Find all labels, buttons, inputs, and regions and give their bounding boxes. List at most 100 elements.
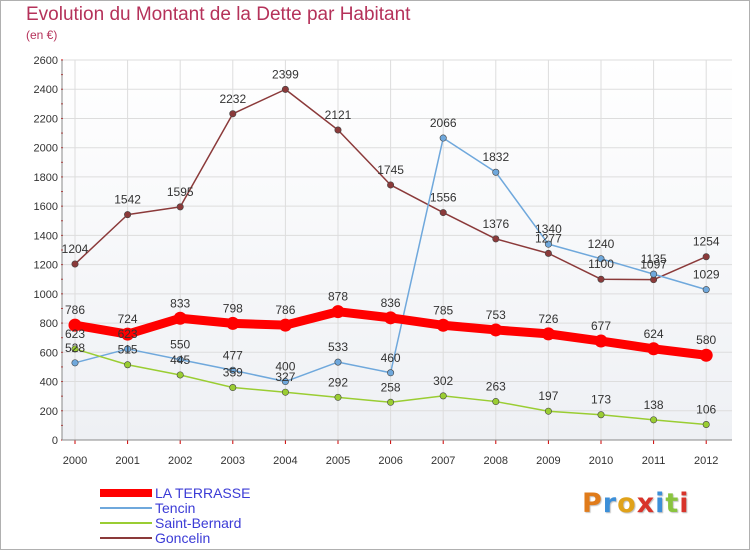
point-goncelin-2005 — [334, 126, 342, 134]
point-goncelin-2008 — [492, 235, 500, 243]
y-tick-label-2400: 2400 — [34, 84, 58, 96]
legend-label-goncelin: Goncelin — [155, 530, 211, 546]
data-label-goncelin-2005: 2121 — [325, 108, 352, 122]
data-label-saint-bernard-2003: 359 — [223, 366, 243, 380]
point-saint-bernard-2003 — [229, 384, 237, 392]
plot-area — [62, 60, 732, 440]
point-goncelin-2002 — [176, 203, 184, 211]
data-label-tencin-2008: 1832 — [482, 150, 509, 164]
data-label-saint-bernard-2004: 327 — [275, 370, 295, 384]
data-label-la-terrasse-2006: 836 — [381, 296, 401, 310]
data-label-saint-bernard-2005: 292 — [328, 375, 348, 389]
data-label-tencin-2010: 1240 — [588, 237, 615, 251]
x-tick-label-2011: 2011 — [642, 455, 666, 467]
x-tick-label-2005: 2005 — [326, 455, 350, 467]
data-label-la-terrasse-2011: 624 — [644, 327, 664, 341]
point-saint-bernard-2011 — [650, 416, 658, 424]
point-saint-bernard-2006 — [387, 398, 395, 406]
point-tencin-2010 — [597, 255, 605, 263]
point-goncelin-2010 — [597, 275, 605, 283]
legend-swatch-tencin — [100, 507, 152, 509]
point-saint-bernard-2009 — [544, 407, 552, 415]
point-saint-bernard-2004 — [281, 388, 289, 396]
point-tencin-2008 — [492, 168, 500, 176]
x-tick-label-2009: 2009 — [536, 455, 560, 467]
point-saint-bernard-2008 — [492, 398, 500, 406]
data-label-la-terrasse-2004: 786 — [275, 303, 295, 317]
y-tick-label-600: 600 — [40, 347, 58, 359]
point-goncelin-2003 — [229, 110, 237, 118]
data-label-saint-bernard-2011: 138 — [644, 398, 664, 412]
legend-label-tencin: Tencin — [155, 500, 196, 516]
series-layer — [68, 85, 713, 429]
logo-letter: o — [617, 488, 637, 519]
point-la-terrasse-2010 — [594, 334, 608, 348]
data-label-la-terrasse-2009: 726 — [538, 312, 558, 326]
y-tick-label-1200: 1200 — [34, 260, 58, 272]
y-tick-label-1000: 1000 — [34, 289, 58, 301]
y-tick-label-0: 0 — [52, 435, 58, 447]
x-tick-label-2003: 2003 — [221, 455, 245, 467]
point-la-terrasse-2001 — [121, 327, 135, 341]
y-tick-label-1400: 1400 — [34, 230, 58, 242]
data-label-tencin-2005: 533 — [328, 340, 348, 354]
proxiti-logo: Proxiti — [582, 488, 690, 519]
data-label-goncelin-2010: 1100 — [588, 257, 614, 271]
data-label-tencin-2003: 477 — [223, 348, 243, 362]
data-label-saint-bernard-2000: 623 — [65, 327, 85, 341]
data-label-saint-bernard-2006: 258 — [381, 380, 401, 394]
y-tick-label-2200: 2200 — [34, 113, 58, 125]
chart-title: Evolution du Montant de la Dette par Hab… — [26, 4, 411, 25]
point-tencin-2006 — [387, 369, 395, 377]
legend-swatch-goncelin — [100, 537, 152, 539]
data-label-goncelin-2011: 1097 — [640, 258, 667, 272]
x-tick-label-2012: 2012 — [694, 455, 718, 467]
point-la-terrasse-2005 — [331, 305, 345, 319]
point-tencin-2003 — [229, 366, 237, 374]
data-label-tencin-2002: 550 — [170, 338, 190, 352]
data-label-goncelin-2009: 1277 — [535, 231, 562, 245]
logo-letter: i — [655, 488, 666, 519]
y-tick-label-1600: 1600 — [34, 201, 58, 213]
data-label-la-terrasse-2007: 785 — [433, 303, 453, 317]
data-labels: 1204 1542 1595 2232 2399 2121 1745 1556 1376 1277… — [62, 67, 720, 416]
point-la-terrasse-2012 — [699, 348, 713, 362]
data-label-la-terrasse-2008: 753 — [486, 308, 506, 322]
legend-swatch-la-terrasse — [100, 489, 152, 497]
point-tencin-2000 — [71, 359, 79, 367]
data-label-la-terrasse-2001: 724 — [118, 312, 138, 326]
data-label-goncelin-2007: 1556 — [430, 191, 457, 205]
point-goncelin-2009 — [544, 249, 552, 257]
data-label-saint-bernard-2012: 106 — [696, 403, 716, 417]
logo-letter: x — [636, 488, 656, 519]
data-label-la-terrasse-2003: 798 — [223, 301, 243, 315]
point-tencin-2001 — [124, 345, 132, 353]
data-label-tencin-2007: 2066 — [430, 116, 457, 130]
y-tick-label-200: 200 — [40, 406, 58, 418]
legend-label-saint-bernard: Saint-Bernard — [155, 515, 242, 531]
point-goncelin-2004 — [281, 85, 289, 93]
point-la-terrasse-2004 — [278, 318, 292, 332]
data-label-goncelin-2001: 1542 — [114, 193, 141, 207]
point-goncelin-2007 — [439, 209, 447, 217]
data-label-saint-bernard-2009: 197 — [538, 389, 558, 403]
point-la-terrasse-2006 — [384, 311, 398, 325]
point-goncelin-2012 — [702, 253, 710, 261]
point-saint-bernard-2007 — [439, 392, 447, 400]
logo-letter: r — [602, 488, 618, 519]
point-saint-bernard-2005 — [334, 393, 342, 401]
point-la-terrasse-2002 — [173, 311, 187, 325]
data-label-saint-bernard-2008: 263 — [486, 380, 506, 394]
data-label-tencin-2000: 528 — [65, 341, 85, 355]
point-saint-bernard-2002 — [176, 371, 184, 379]
y-tick-label-2000: 2000 — [34, 143, 58, 155]
x-tick-label-2008: 2008 — [484, 455, 508, 467]
data-label-tencin-2012: 1029 — [693, 268, 720, 282]
y-tick-label-400: 400 — [40, 377, 58, 389]
x-tick-label-2006: 2006 — [378, 455, 402, 467]
data-label-la-terrasse-2012: 580 — [696, 333, 716, 347]
data-label-saint-bernard-2002: 445 — [170, 353, 190, 367]
data-label-goncelin-2006: 1745 — [377, 163, 404, 177]
data-label-la-terrasse-2002: 833 — [170, 296, 190, 310]
axes: 0 200 400 600 800 1000 1200 1400 1600 1800 2000 220… — [34, 55, 732, 467]
